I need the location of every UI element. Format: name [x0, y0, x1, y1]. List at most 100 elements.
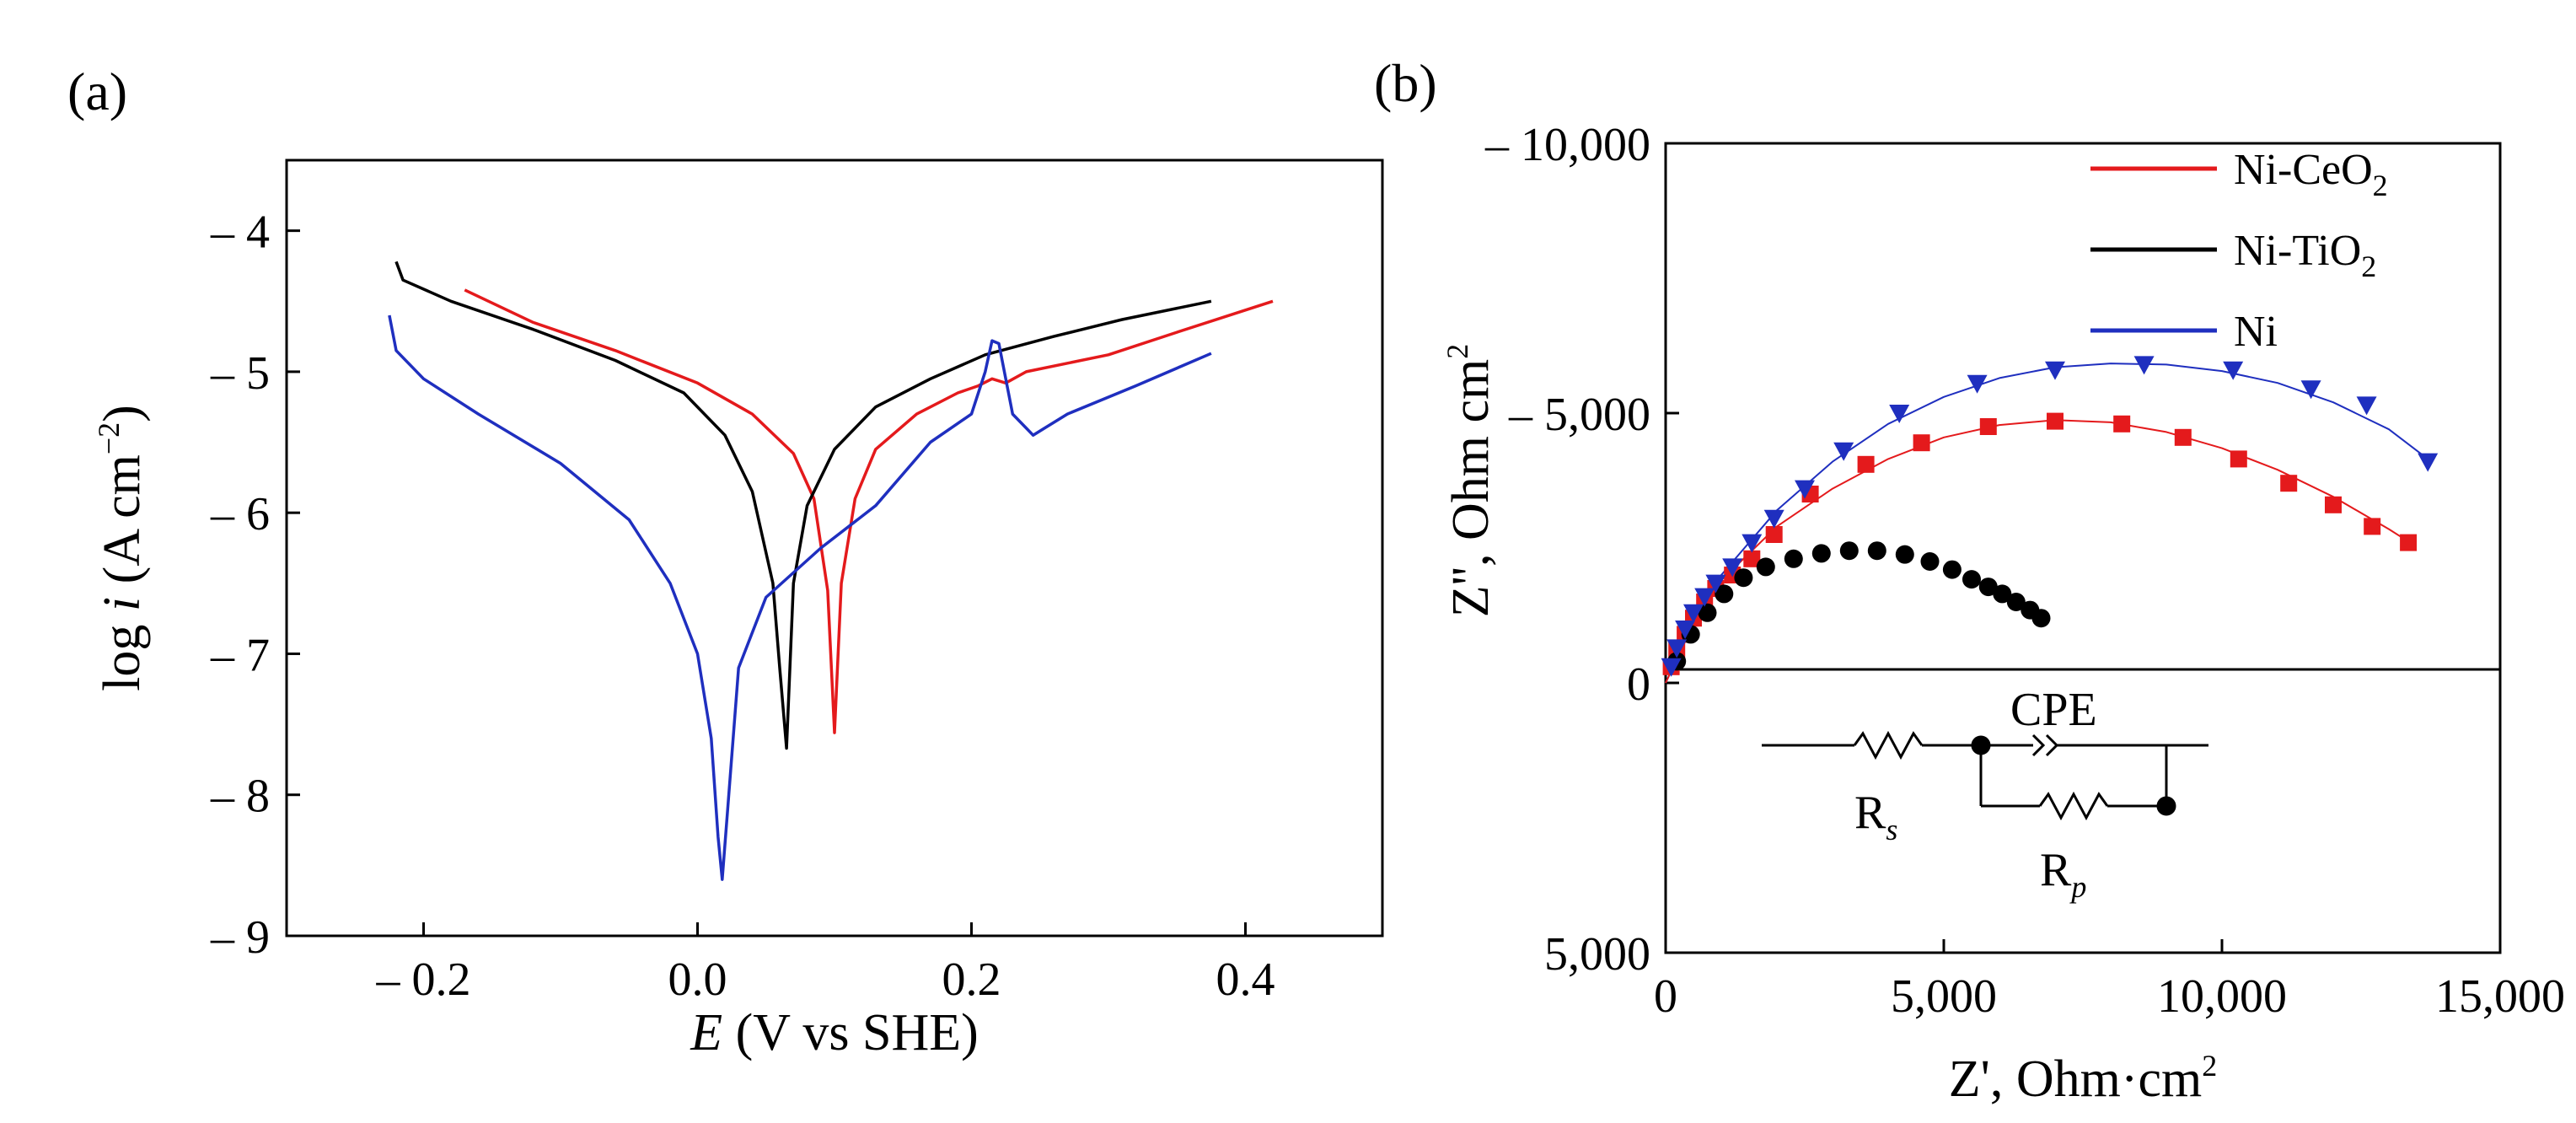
legend-entry-sub: 2: [2373, 169, 2388, 202]
panel-a-x-label-italic: E: [690, 1004, 722, 1061]
panel-b-x-tick-label: 10,000: [2157, 970, 2287, 1023]
panel-a-y-axis-label: log i (A cm−2): [92, 405, 151, 691]
panel-b-label: (b): [1374, 53, 1437, 113]
panel-b-plot-frame: [1664, 142, 2502, 954]
resistor-rp-symbol: [2038, 791, 2109, 821]
data-point-triangle: [2356, 396, 2377, 416]
circuit-rs-sub: s: [1886, 813, 1897, 846]
panel-b-x-ticks: 0 5,000 10,000 15,000: [1654, 939, 2565, 1023]
data-point-square: [1913, 434, 1930, 452]
data-point-circle: [1920, 552, 1940, 571]
panel-b-y-tick-label: – 10,000: [1484, 119, 1650, 171]
data-point-square: [1979, 418, 1997, 435]
panel-a-y-tick-label: – 4: [210, 207, 270, 259]
panel-b-y-tick-label: 0: [1627, 658, 1650, 711]
data-point-circle: [1993, 584, 2012, 604]
panel-a-y-label-sup: −2: [92, 422, 126, 454]
data-point-circle: [1867, 541, 1886, 561]
data-point-triangle: [1967, 374, 1988, 394]
data-point-triangle: [1705, 574, 1726, 594]
panel-b-x-axis-label: Z', Ohm·cm2: [1949, 1049, 2217, 1108]
data-point-circle: [1895, 545, 1914, 564]
data-point-triangle: [1833, 442, 1854, 461]
data-point-square: [2400, 534, 2418, 551]
data-point-circle: [1698, 603, 1717, 622]
circuit-rp-label: Rp: [2040, 844, 2086, 904]
panel-a-label: (a): [67, 62, 127, 121]
panel-b-y-label-sup: 2: [1441, 344, 1474, 359]
panel-b-series: [1661, 356, 2439, 677]
legend-entry-main: Ni-TiO: [2234, 227, 2361, 275]
legend-entry-sub: 2: [2361, 250, 2376, 283]
panel-a-x-tick-label: 0.2: [942, 954, 1001, 1006]
circuit-rp-main: R: [2040, 844, 2072, 896]
data-point-square: [2113, 415, 2131, 433]
data-point-square: [1857, 455, 1875, 473]
panel-a-y-ticks: – 4 – 5 – 6 – 7 – 8 – 9: [210, 207, 300, 964]
panel-b-x-tick-label: 5,000: [1891, 970, 1997, 1023]
panel-a-series: [388, 261, 1274, 881]
data-point-triangle: [1741, 534, 1763, 553]
panel-b-y-axis-label: Z'', Ohm cm2: [1441, 344, 1500, 617]
data-point-triangle: [1694, 588, 1715, 607]
data-point-triangle: [2223, 361, 2244, 380]
data-point-square: [2230, 450, 2247, 468]
series-ni-tio2: [1667, 541, 2051, 671]
circuit-cpe-label: CPE: [2010, 684, 2097, 736]
data-point-square: [1743, 550, 1761, 567]
data-point-triangle: [2418, 453, 2439, 472]
series-ni-ceo2: [1662, 412, 2418, 675]
data-point-triangle: [1661, 658, 1682, 677]
data-point-circle: [1784, 549, 1803, 568]
data-point-circle: [1734, 568, 1753, 588]
fit-curve-ni-ceo2-fit: [1665, 419, 2409, 684]
legend-entry: Ni-CeO2: [2234, 146, 2388, 202]
data-point-triangle: [1666, 639, 1688, 658]
panel-b-fit-curves: [1665, 363, 2428, 684]
panel-a-y-label-close: ): [94, 405, 151, 422]
panel-a-y-tick-label: – 7: [210, 629, 270, 681]
data-point-circle: [1962, 570, 1981, 589]
data-point-circle: [1942, 560, 1962, 579]
panel-a-y-label-italic: i: [94, 597, 151, 611]
data-point-square: [1765, 526, 1783, 543]
data-point-square: [2364, 518, 2381, 535]
series-line-ni-ceo2: [464, 288, 1274, 734]
series-line-ni: [388, 314, 1212, 881]
panel-b-x-label-sup: 2: [2202, 1049, 2217, 1083]
circuit-rs-label: Rs: [1854, 787, 1897, 846]
data-point-triangle: [2045, 361, 2065, 380]
circuit-rp-sub: p: [2069, 870, 2086, 904]
data-point-square: [2047, 412, 2063, 430]
series-ni: [1661, 356, 2439, 677]
resistor-rs-symbol: [1853, 730, 1924, 760]
equivalent-circuit-inset: [1762, 730, 2208, 821]
panel-a-x-tick-label: 0.0: [668, 954, 727, 1006]
panel-b-x-tick-label-zero: 0: [1654, 970, 1677, 1023]
data-point-square: [2174, 428, 2192, 446]
legend-entry-main: Ni: [2234, 308, 2278, 356]
panel-a-plot-frame: [285, 159, 1384, 938]
data-point-circle: [2006, 593, 2026, 611]
panel-b-y-tick-label: – 5,000: [1508, 389, 1650, 441]
data-point-circle: [1811, 544, 1831, 563]
panel-b-y-ticks: – 10,000 – 5,000 0 5,000: [1484, 119, 1679, 981]
data-point-square: [2280, 475, 2298, 492]
panel-a-x-tick-label: 0.4: [1216, 954, 1275, 1006]
data-point-triangle: [1795, 480, 1815, 499]
panel-a-y-tick-label: – 5: [210, 347, 270, 400]
data-point-square: [2325, 496, 2342, 513]
panel-b-y-label-main: Z'', Ohm cm: [1442, 359, 1500, 617]
panel-b-y-tick-label: 5,000: [1544, 928, 1650, 981]
cpe-symbol-left: [2031, 733, 2046, 757]
panel-a-y-label-rest: (A cm: [94, 454, 151, 597]
series-line-ni-tio2: [394, 261, 1212, 750]
data-point-triangle: [1722, 558, 1743, 578]
data-point-circle: [1839, 541, 1859, 561]
panel-a-y-tick-label: – 8: [210, 771, 270, 823]
panel-a-y-label-prefix: log: [94, 611, 151, 691]
data-point-triangle: [2300, 380, 2321, 400]
